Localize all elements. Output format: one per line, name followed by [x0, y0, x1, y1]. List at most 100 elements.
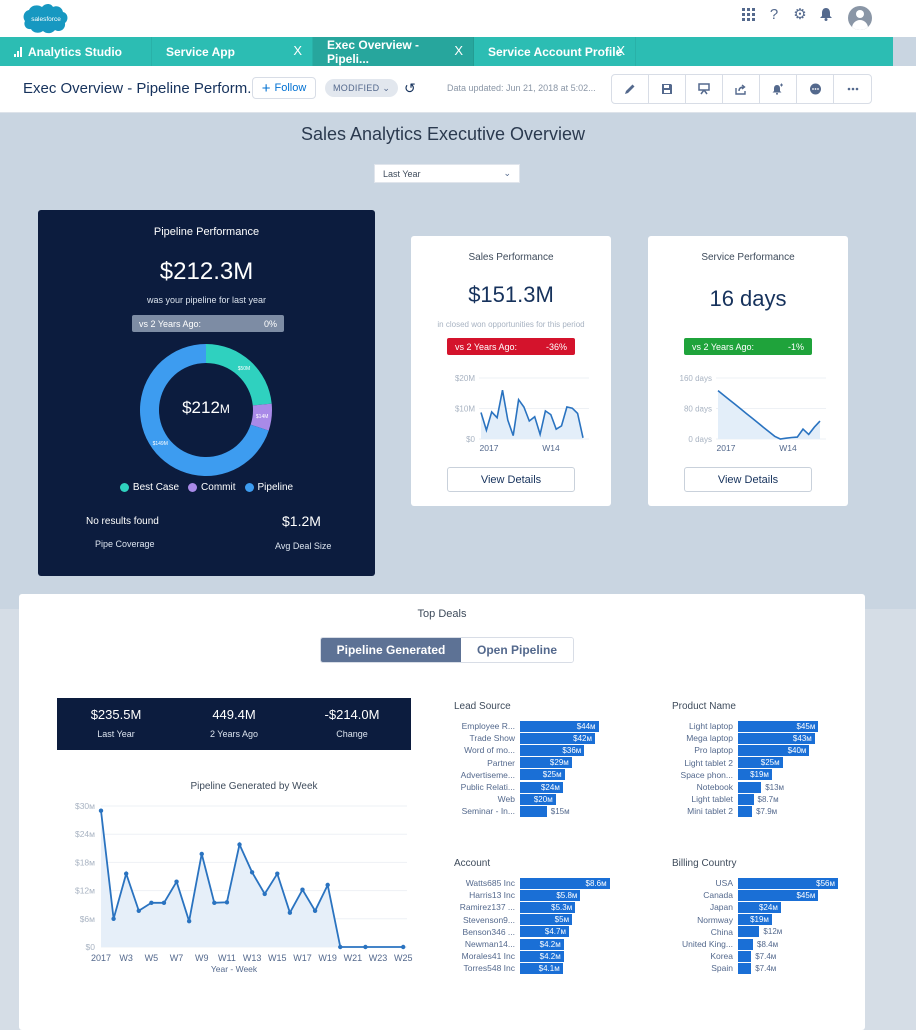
data-point[interactable]	[287, 910, 293, 915]
data-point[interactable]	[401, 944, 406, 950]
data-point[interactable]	[98, 808, 104, 813]
bar-row[interactable]: Light tablet $8.7м	[672, 793, 872, 805]
data-point[interactable]	[300, 887, 305, 892]
bar[interactable]: $4.1м	[520, 962, 563, 974]
bar-row[interactable]: Ramirez137 ... $5.3м	[454, 901, 654, 913]
data-point[interactable]	[161, 900, 167, 906]
undo-icon[interactable]: ↺	[404, 80, 416, 96]
bar-row[interactable]: Newman14... $4.2м	[454, 938, 654, 950]
bar[interactable]: $29м	[520, 757, 572, 769]
bar-row[interactable]: Public Relati... $24м	[454, 781, 654, 793]
view-details-button[interactable]: View Details	[684, 467, 812, 492]
bar[interactable]: $4.7м	[520, 926, 569, 938]
bar[interactable]: $24м	[520, 781, 563, 793]
tab-service-account-profile[interactable]: Service Account Profile X	[474, 37, 636, 66]
bar[interactable]: $45м	[738, 720, 819, 732]
present-button[interactable]	[686, 75, 723, 103]
donut-segment[interactable]	[206, 344, 272, 406]
bar[interactable]: $42м	[520, 732, 595, 744]
bar[interactable]: $20м	[520, 793, 556, 805]
bar-row[interactable]: Light laptop $45м	[672, 720, 872, 732]
bar[interactable]	[738, 938, 753, 950]
bar-row[interactable]: Pro laptop $40м	[672, 744, 872, 756]
data-point[interactable]	[186, 918, 192, 924]
period-select[interactable]: Last Year ⌄	[374, 164, 520, 183]
bar-row[interactable]: Canada $45м	[672, 889, 872, 901]
data-point[interactable]	[136, 908, 141, 914]
bar[interactable]	[738, 805, 753, 817]
bar[interactable]: $45м	[738, 889, 819, 901]
modified-dropdown[interactable]: MODIFIED ⌄	[325, 79, 399, 97]
more-actions-button[interactable]	[834, 75, 871, 103]
bar[interactable]	[738, 926, 760, 938]
bar-row[interactable]: Spain $7.4м	[672, 962, 872, 974]
bar[interactable]: $19м	[738, 769, 772, 781]
bar-row[interactable]: United King... $8.4м	[672, 938, 872, 950]
pipeline-generated-by-week-chart[interactable]: Pipeline Generated by Week $0 $6м $12м $18м $…	[59, 776, 421, 986]
bar-row[interactable]: Partner $29м	[454, 757, 654, 769]
close-tab-icon[interactable]: X	[616, 43, 625, 58]
donut-segment[interactable]	[250, 403, 272, 431]
donut-segment[interactable]	[140, 344, 269, 476]
data-point[interactable]	[275, 871, 280, 876]
bar-row[interactable]: Japan $24м	[672, 901, 872, 913]
salesforce-logo[interactable]: salesforce	[22, 2, 70, 35]
help-icon[interactable]: ?	[769, 5, 779, 23]
bar[interactable]: $8.6м	[520, 877, 610, 889]
bar[interactable]: $5м	[520, 914, 573, 926]
bar[interactable]: $44м	[520, 720, 599, 732]
bar-row[interactable]: Harris13 Inc $5.8м	[454, 889, 654, 901]
follow-button[interactable]: + Follow	[252, 77, 316, 99]
bar-row[interactable]: Web $20м	[454, 793, 654, 805]
data-point[interactable]	[149, 900, 154, 906]
user-avatar[interactable]	[848, 6, 872, 30]
bar[interactable]	[738, 793, 754, 805]
open-pipeline-toggle[interactable]: Open Pipeline	[461, 638, 573, 662]
bar[interactable]	[738, 781, 762, 793]
bar-row[interactable]: Torres548 Inc $4.1м	[454, 962, 654, 974]
view-details-button[interactable]: View Details	[447, 467, 575, 492]
bar[interactable]: $40м	[738, 744, 810, 756]
notifications-bell-icon[interactable]	[818, 6, 834, 22]
bar-row[interactable]: Light tablet 2 $25м	[672, 757, 872, 769]
bar-row[interactable]: Trade Show $42м	[454, 732, 654, 744]
data-point[interactable]	[338, 944, 343, 950]
close-tab-icon[interactable]: X	[454, 43, 463, 58]
data-point[interactable]	[237, 842, 242, 847]
service-sparkline-chart[interactable]: 160 days 80 days 0 days 2017 W14	[672, 368, 832, 460]
data-point[interactable]	[262, 891, 267, 897]
tab-service-app[interactable]: Service App X	[152, 37, 313, 66]
bar-row[interactable]: USA $56м	[672, 877, 872, 889]
comment-button[interactable]	[797, 75, 834, 103]
data-point[interactable]	[249, 870, 255, 875]
save-button[interactable]	[649, 75, 686, 103]
bar-row[interactable]: Mega laptop $43м	[672, 732, 872, 744]
data-point[interactable]	[363, 944, 368, 950]
data-point[interactable]	[212, 900, 217, 906]
bar[interactable]: $25м	[520, 769, 565, 781]
bar[interactable]: $25м	[738, 757, 783, 769]
bar[interactable]	[520, 805, 547, 817]
bar-row[interactable]: Space phon... $19м	[672, 769, 872, 781]
data-point[interactable]	[123, 871, 129, 876]
bar-row[interactable]: Normway $19м	[672, 914, 872, 926]
bar-row[interactable]: Employee R... $44м	[454, 720, 654, 732]
legend-item-commit[interactable]: Commit	[188, 482, 236, 493]
pipeline-donut-chart[interactable]: $50M $14M $149M	[138, 342, 274, 478]
setup-gear-icon[interactable]: ⚙	[793, 6, 807, 23]
subscribe-button[interactable]	[760, 75, 797, 103]
bar-row[interactable]: Notebook $13м	[672, 781, 872, 793]
bar[interactable]	[738, 950, 752, 962]
bar-row[interactable]: Watts685 Inc $8.6м	[454, 877, 654, 889]
pipeline-generated-toggle[interactable]: Pipeline Generated	[321, 638, 461, 662]
bar[interactable]: $56м	[738, 877, 838, 889]
bar[interactable]: $5.3м	[520, 901, 576, 913]
bar[interactable]: $4.2м	[520, 950, 564, 962]
close-tab-icon[interactable]: X	[293, 43, 302, 58]
bar[interactable]: $4.2м	[520, 938, 564, 950]
bar[interactable]: $36м	[520, 744, 585, 756]
share-button[interactable]	[723, 75, 760, 103]
bar-row[interactable]: Morales41 Inc $4.2м	[454, 950, 654, 962]
data-point[interactable]	[312, 908, 318, 914]
data-point[interactable]	[174, 879, 179, 884]
